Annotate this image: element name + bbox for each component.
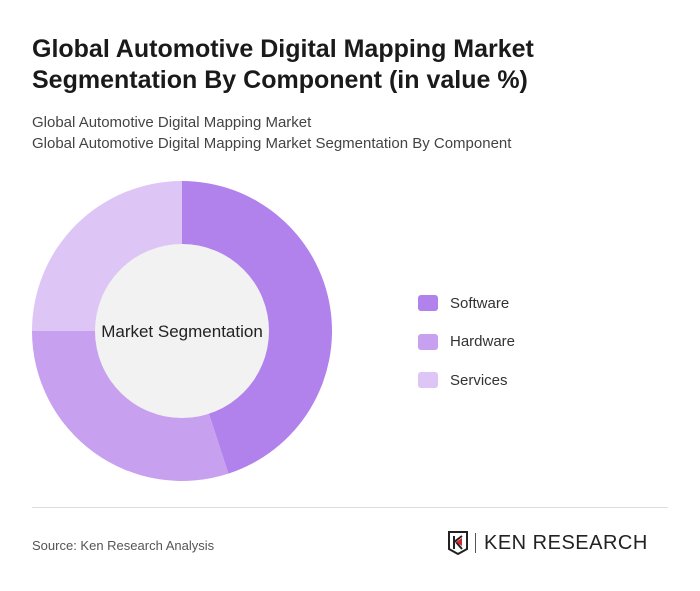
logo-text: KEN RESEARCH	[484, 531, 648, 554]
legend-swatch	[418, 295, 438, 312]
logo-separator	[475, 533, 476, 553]
legend-label: Hardware	[450, 333, 516, 351]
source-note: Source: Ken Research Analysis	[32, 538, 215, 553]
legend-swatch	[418, 372, 438, 389]
subtitle-segmentation: Global Automotive Digital Mapping Market…	[32, 135, 512, 152]
legend-label: Software	[450, 294, 510, 312]
legend-item-services[interactable]: Services	[418, 361, 515, 400]
ken-logo-icon	[448, 531, 468, 555]
legend: Software Hardware Services	[418, 284, 515, 400]
donut-center	[95, 244, 269, 418]
legend-item-software[interactable]: Software	[418, 284, 515, 323]
ken-research-logo: KEN RESEARCH	[447, 531, 648, 555]
subtitle-market: Global Automotive Digital Mapping Market	[32, 114, 312, 131]
chart-title: Global Automotive Digital Mapping Market…	[32, 35, 534, 94]
legend-label: Services	[450, 371, 508, 389]
legend-item-hardware[interactable]: Hardware	[418, 323, 515, 362]
legend-swatch	[418, 333, 438, 350]
divider	[32, 507, 668, 508]
donut-chart: Market Segmentation	[32, 181, 333, 482]
center-label: Market Segmentation	[101, 322, 263, 341]
